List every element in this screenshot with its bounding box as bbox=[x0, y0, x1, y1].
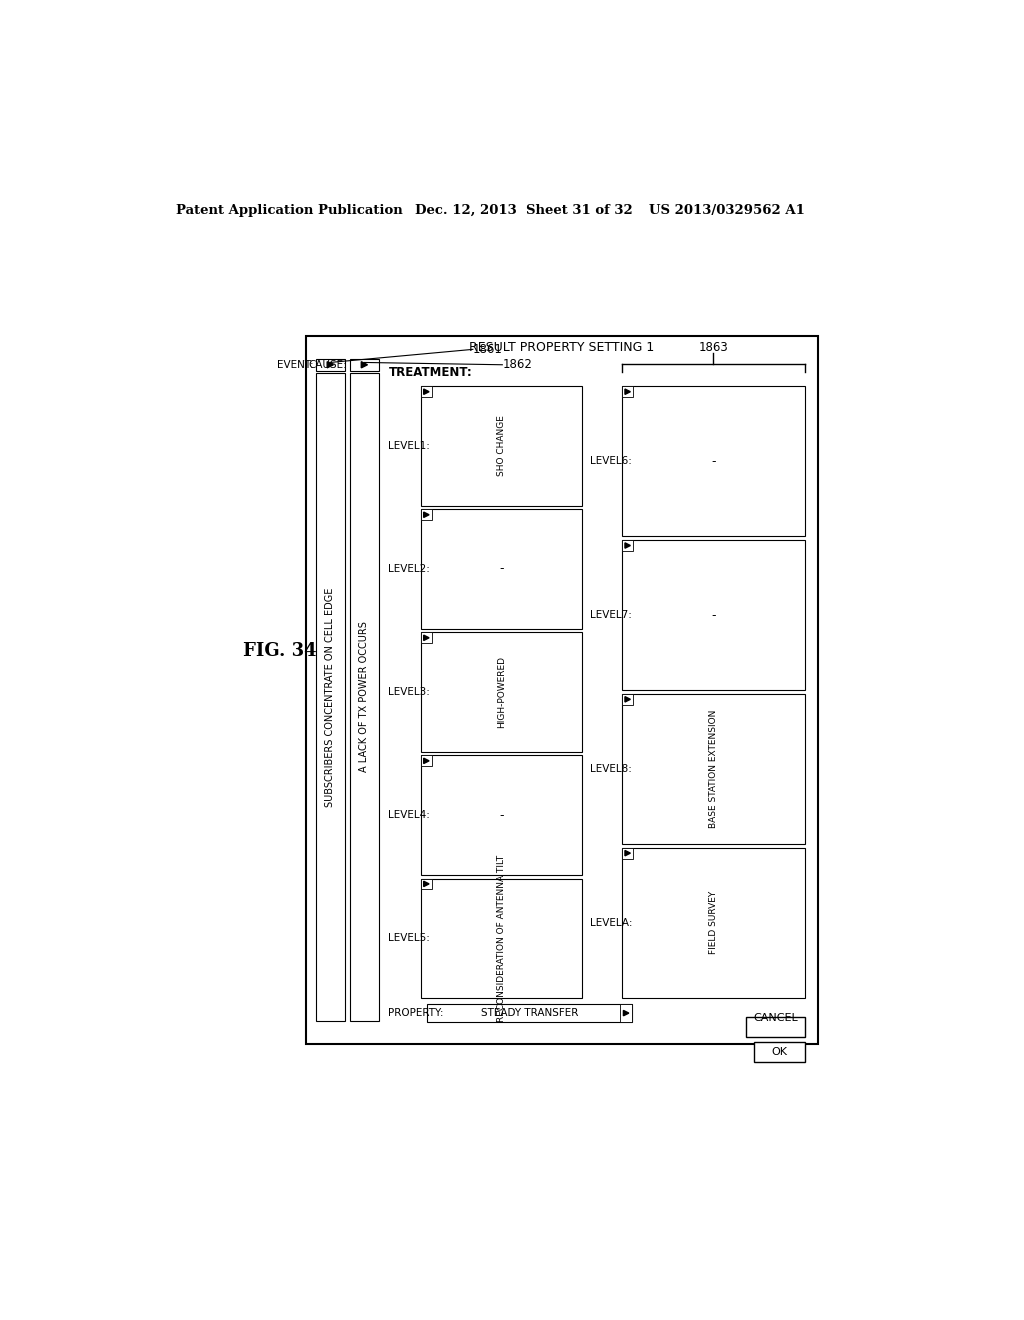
Bar bbox=[623, 387, 633, 397]
Polygon shape bbox=[328, 362, 334, 368]
Bar bbox=[623, 540, 805, 690]
Text: 1861: 1861 bbox=[473, 343, 503, 356]
Text: LEVEL5:: LEVEL5: bbox=[388, 933, 430, 942]
Bar bbox=[315, 359, 345, 371]
Bar bbox=[315, 374, 345, 1020]
Bar bbox=[623, 694, 805, 843]
Bar bbox=[421, 510, 432, 520]
Polygon shape bbox=[625, 850, 631, 855]
Text: LEVEL4:: LEVEL4: bbox=[388, 810, 430, 820]
Text: LEVEL7:: LEVEL7: bbox=[590, 610, 632, 620]
Bar bbox=[421, 879, 582, 998]
Text: SHO CHANGE: SHO CHANGE bbox=[497, 416, 506, 477]
Polygon shape bbox=[424, 512, 429, 517]
Text: CANCEL: CANCEL bbox=[753, 1012, 798, 1023]
Text: LEVEL2:: LEVEL2: bbox=[388, 564, 430, 574]
Polygon shape bbox=[361, 362, 368, 368]
Bar bbox=[421, 632, 432, 643]
Text: CAUSE:: CAUSE: bbox=[308, 360, 347, 370]
Bar bbox=[421, 879, 432, 890]
Bar bbox=[623, 694, 633, 705]
Bar bbox=[349, 374, 379, 1020]
Text: RESULT PROPERTY SETTING 1: RESULT PROPERTY SETTING 1 bbox=[469, 342, 654, 354]
Bar bbox=[623, 387, 805, 536]
Text: LEVEL3:: LEVEL3: bbox=[388, 686, 430, 697]
Bar bbox=[623, 847, 805, 998]
Bar bbox=[746, 1016, 805, 1036]
Bar bbox=[421, 510, 582, 628]
Polygon shape bbox=[624, 1010, 629, 1016]
Bar bbox=[427, 1003, 633, 1022]
Bar bbox=[421, 755, 432, 766]
Text: BASE STATION EXTENSION: BASE STATION EXTENSION bbox=[709, 710, 718, 828]
Text: Patent Application Publication: Patent Application Publication bbox=[176, 205, 402, 218]
Bar bbox=[755, 1041, 805, 1061]
Text: US 2013/0329562 A1: US 2013/0329562 A1 bbox=[649, 205, 805, 218]
Bar bbox=[349, 359, 379, 371]
Text: -: - bbox=[499, 562, 504, 576]
Text: FIELD SURVEY: FIELD SURVEY bbox=[709, 891, 718, 954]
Text: -: - bbox=[711, 609, 716, 622]
Bar bbox=[421, 387, 432, 397]
Text: STEADY TRANSFER: STEADY TRANSFER bbox=[481, 1008, 579, 1018]
Text: A LACK OF TX POWER OCCURS: A LACK OF TX POWER OCCURS bbox=[359, 622, 370, 772]
Text: FIG. 34: FIG. 34 bbox=[243, 643, 316, 660]
Text: TREATMENT:: TREATMENT: bbox=[388, 366, 472, 379]
Polygon shape bbox=[424, 389, 429, 395]
Bar bbox=[421, 755, 582, 875]
Bar bbox=[620, 1003, 633, 1022]
Text: LEVEL8:: LEVEL8: bbox=[590, 764, 632, 774]
Text: PROPERTY:: PROPERTY: bbox=[388, 1008, 443, 1018]
Bar bbox=[421, 632, 582, 751]
Text: 1863: 1863 bbox=[698, 341, 728, 354]
Text: SUBSCRIBERS CONCENTRATE ON CELL EDGE: SUBSCRIBERS CONCENTRATE ON CELL EDGE bbox=[326, 587, 335, 807]
Bar bbox=[421, 387, 582, 506]
Polygon shape bbox=[424, 882, 429, 887]
Bar bbox=[306, 335, 818, 1044]
Text: Dec. 12, 2013  Sheet 31 of 32: Dec. 12, 2013 Sheet 31 of 32 bbox=[415, 205, 633, 218]
Text: HIGH-POWERED: HIGH-POWERED bbox=[497, 656, 506, 729]
Text: EVENT:: EVENT: bbox=[276, 360, 313, 370]
Polygon shape bbox=[625, 543, 631, 548]
Text: -: - bbox=[499, 809, 504, 821]
Polygon shape bbox=[625, 389, 631, 395]
Text: LEVEL6:: LEVEL6: bbox=[590, 457, 632, 466]
Text: -: - bbox=[711, 455, 716, 467]
Text: RECONSIDERATION OF ANTENNA TILT: RECONSIDERATION OF ANTENNA TILT bbox=[497, 854, 506, 1022]
Text: 1862: 1862 bbox=[503, 358, 532, 371]
Polygon shape bbox=[424, 635, 429, 640]
Polygon shape bbox=[625, 697, 631, 702]
Bar bbox=[623, 847, 633, 858]
Text: OK: OK bbox=[771, 1047, 787, 1056]
Text: LEVEL1:: LEVEL1: bbox=[388, 441, 430, 451]
Polygon shape bbox=[424, 758, 429, 763]
Bar bbox=[623, 540, 633, 550]
Text: LEVELA:: LEVELA: bbox=[590, 917, 632, 928]
